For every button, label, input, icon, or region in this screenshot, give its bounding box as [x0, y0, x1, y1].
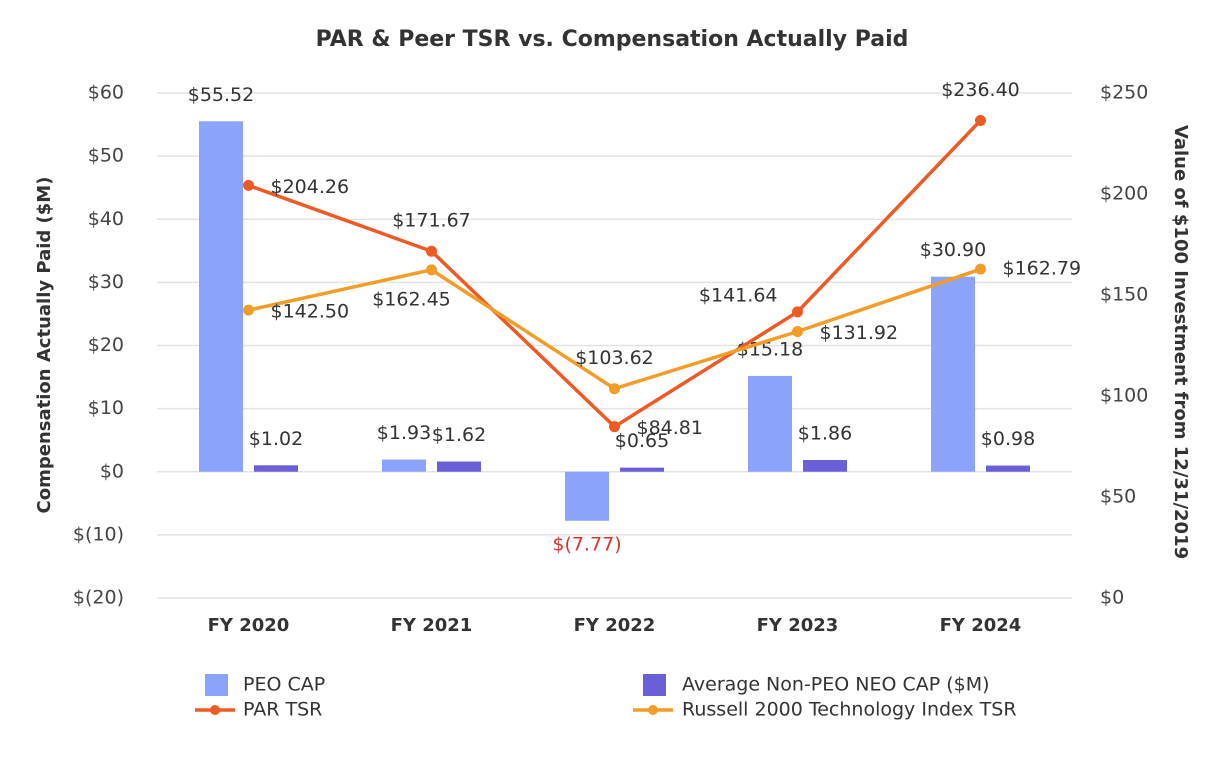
x-tick-label: FY 2022 — [574, 615, 656, 636]
y-tick-label: $(20) — [73, 587, 124, 609]
y2-tick-label: $50 — [1100, 486, 1136, 508]
line-point — [975, 114, 986, 126]
line — [247, 119, 982, 429]
data-label: $204.26 — [271, 176, 350, 198]
data-label: $162.45 — [372, 288, 451, 310]
y-tick-label: $20 — [88, 334, 124, 356]
data-label: $1.62 — [432, 424, 486, 446]
y-tick-label: $0 — [100, 460, 124, 482]
data-label: $103.62 — [575, 347, 654, 369]
data-label: $171.67 — [392, 210, 471, 232]
y2-tick-label: $150 — [1100, 284, 1148, 306]
y2-tick-label: $200 — [1100, 183, 1148, 205]
data-label: $1.02 — [249, 428, 303, 450]
x-tick-label: FY 2024 — [940, 615, 1022, 636]
legend-swatch — [205, 674, 228, 696]
line-point — [609, 383, 620, 395]
bar — [931, 276, 975, 472]
bar — [620, 467, 664, 472]
x-tick-label: FY 2021 — [391, 615, 473, 636]
bar — [254, 465, 298, 472]
y2-tick-label: $250 — [1100, 82, 1148, 104]
data-label: $162.79 — [1003, 258, 1082, 280]
data-label: $30.90 — [920, 239, 986, 261]
data-label: $55.52 — [188, 84, 254, 106]
data-label: $236.40 — [941, 79, 1020, 101]
data-label: $0.65 — [615, 430, 669, 452]
y-axis-title: Compensation Actually Paid ($M) — [34, 177, 55, 514]
y-tick-label: $30 — [88, 271, 124, 293]
line-point — [792, 326, 803, 338]
data-label: $0.98 — [981, 428, 1035, 450]
line-point — [975, 263, 986, 275]
y-tick-label: $10 — [88, 397, 124, 419]
legend-swatch — [648, 705, 658, 715]
data-label: $141.64 — [699, 284, 778, 306]
x-tick-label: FY 2023 — [757, 615, 839, 636]
bar — [986, 465, 1030, 472]
legend-swatch — [643, 674, 666, 696]
y-tick-label: $60 — [88, 82, 124, 104]
data-label: $1.86 — [798, 423, 852, 445]
legend-label: PEO CAP — [243, 674, 325, 696]
bar — [803, 460, 847, 472]
line-point — [792, 306, 803, 318]
x-tick-label: FY 2020 — [208, 615, 290, 636]
bar — [565, 471, 609, 521]
data-label: $(7.77) — [552, 533, 621, 555]
chart-title: PAR & Peer TSR vs. Compensation Actually… — [316, 27, 909, 52]
y-tick-label: $50 — [88, 145, 124, 167]
legend-label: PAR TSR — [243, 699, 322, 721]
y2-axis-title: Value of $100 Investment from 12/31/2019 — [1170, 125, 1191, 559]
legend-label: Average Non-PEO NEO CAP ($M) — [682, 674, 990, 696]
data-label: $142.50 — [271, 301, 350, 323]
bar — [437, 461, 481, 472]
data-label: $1.93 — [377, 422, 431, 444]
data-label: $131.92 — [820, 322, 899, 344]
data-label: $84.81 — [637, 417, 703, 439]
y-tick-label: $40 — [88, 208, 124, 230]
legend-swatch — [210, 705, 220, 715]
line-point — [426, 264, 437, 276]
y2-tick-label: $100 — [1100, 385, 1148, 407]
line-point — [609, 421, 620, 433]
bar — [382, 459, 426, 472]
y-tick-label: $(10) — [73, 523, 124, 545]
bar — [748, 375, 792, 472]
bar — [199, 121, 243, 472]
line-point — [243, 304, 254, 316]
y2-tick-label: $0 — [1100, 587, 1124, 609]
line-point — [426, 245, 437, 257]
legend-label: Russell 2000 Technology Index TSR — [682, 699, 1017, 721]
line-point — [243, 179, 254, 191]
